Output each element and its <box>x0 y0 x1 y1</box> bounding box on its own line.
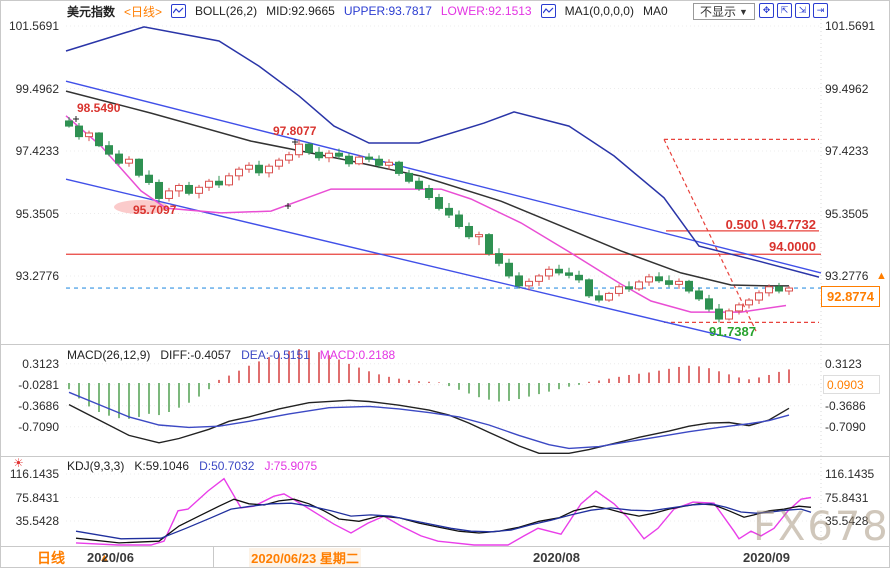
time-axis-bar: 日线 ▲ 2020/06 2020/08 2020/09 2020/06/23 星期… <box>1 546 889 567</box>
kdj-k-value: K:59.1046 <box>134 459 190 473</box>
zoom-y-axis-button[interactable]: ⇱ <box>777 3 792 18</box>
main-axis-label-left: 95.3505 <box>15 206 59 221</box>
macd-axis-label-left: -0.7090 <box>18 419 59 434</box>
main-axis-label-right: 95.3505 <box>825 206 869 221</box>
macd-axis-label-right: -0.3686 <box>825 398 866 413</box>
period-selector-button[interactable]: 日线 ▲ <box>1 547 214 567</box>
macd-macd-value: MACD:0.2188 <box>319 348 396 362</box>
macd-axis-label-right: 0.3123 <box>825 356 862 371</box>
macd-title[interactable]: MACD(26,12,9) <box>67 348 151 362</box>
fib-level-label: 0.500 \ 94.7732 <box>725 217 816 232</box>
main-axis-label-right: 93.2776 <box>825 269 869 283</box>
chart-toolbar: ✥ ⇱ ⇲ ⇥ <box>759 3 828 18</box>
pan-tool-button[interactable]: ✥ <box>759 3 774 18</box>
swing-low-label-1: 95.7097 <box>133 203 177 217</box>
kdj-axis-label-left: 35.5428 <box>15 514 59 528</box>
kdj-axis-label-right: 116.1435 <box>825 467 875 481</box>
sun-marker-icon[interactable]: ☀ <box>13 456 24 470</box>
macd-header: MACD(26,12,9) DIFF:-0.4057 DEA:-0.5151 M… <box>67 348 395 362</box>
x-axis-date-label: 2020/06 <box>87 550 134 565</box>
boll-mid-value: MID:92.9665 <box>266 4 335 18</box>
main-axis-label-right: 99.4962 <box>825 81 869 96</box>
x-axis-date-label: 2020/09 <box>743 550 790 565</box>
macd-diff-value: DIFF:-0.4057 <box>160 348 232 362</box>
watermark: FX678 <box>753 504 890 550</box>
kdj-title[interactable]: KDJ(9,3,3) <box>67 459 125 473</box>
boll-indicator-icon[interactable] <box>171 4 187 18</box>
macd-dea-value: DEA:-0.5151 <box>241 348 310 362</box>
kdj-axis-label-left: 116.1435 <box>9 467 59 481</box>
display-mode-dropdown[interactable]: 不显示 ▼ <box>693 3 755 20</box>
period-up-triangle-icon: ▲ <box>99 552 110 564</box>
x-axis-date-label: 2020/08 <box>533 550 580 565</box>
main-axis-label-left: 101.5691 <box>8 19 59 33</box>
main-axis-label-right: 97.4233 <box>825 144 869 158</box>
macd-axis-label-left: 0.3123 <box>22 356 59 371</box>
kdj-j-value: J:75.9075 <box>264 459 318 473</box>
kdj-axis-label-right: 75.8431 <box>825 490 869 505</box>
pan-right-button[interactable]: ⇥ <box>813 3 828 18</box>
period-label: 日线 <box>37 550 65 566</box>
macd-current-value-box: 0.0903 <box>823 375 880 394</box>
last-price-box: 92.8774 <box>821 286 880 307</box>
swing-low-label-2: 91.7387 <box>709 324 756 339</box>
chevron-down-icon: ▼ <box>739 6 748 17</box>
ma-indicator-icon[interactable] <box>540 4 556 18</box>
price-up-arrow-icon: ▲ <box>876 270 887 282</box>
ma0-label: MA0 <box>642 4 668 18</box>
kdj-header: KDJ(9,3,3) K:59.1046 D:50.7032 J:75.9075 <box>67 459 317 473</box>
macd-axis-label-right: -0.7090 <box>825 419 866 434</box>
macd-axis-label-left: -0.0281 <box>18 377 59 392</box>
main-axis-label-right: 101.5691 <box>825 19 876 33</box>
main-axis-label-left: 99.4962 <box>15 81 59 96</box>
boll-upper-value: UPPER:93.7817 <box>343 4 432 18</box>
round-level-label: 94.0000 <box>769 239 816 254</box>
kdj-d-value: D:50.7032 <box>199 459 255 473</box>
chart-header: 美元指数 <日线> BOLL(26,2) MID:92.9665 UPPER:9… <box>67 3 668 19</box>
kdj-axis-label-right: 35.5428 <box>825 514 869 528</box>
kdj-axis-label-left: 75.8431 <box>15 490 59 505</box>
symbol-name[interactable]: 美元指数 <box>67 4 116 19</box>
boll-label: BOLL(26,2) <box>195 4 258 18</box>
swing-high-label-2: 97.8077 <box>273 124 317 138</box>
macd-axis-label-left: -0.3686 <box>18 398 59 413</box>
crosshair-date-box: 2020/06/23 星期二 <box>249 548 361 567</box>
period-tag: <日线> <box>124 4 163 19</box>
boll-lower-value: LOWER:92.1513 <box>440 4 532 18</box>
main-axis-label-left: 97.4233 <box>15 144 59 158</box>
swing-high-label-1: 98.5490 <box>77 101 121 115</box>
display-mode-label: 不显示 <box>700 5 737 19</box>
main-axis-label-left: 93.2776 <box>15 269 59 283</box>
ma1-label: MA1(0,0,0,0) <box>564 4 634 18</box>
zoom-x-axis-button[interactable]: ⇲ <box>795 3 810 18</box>
